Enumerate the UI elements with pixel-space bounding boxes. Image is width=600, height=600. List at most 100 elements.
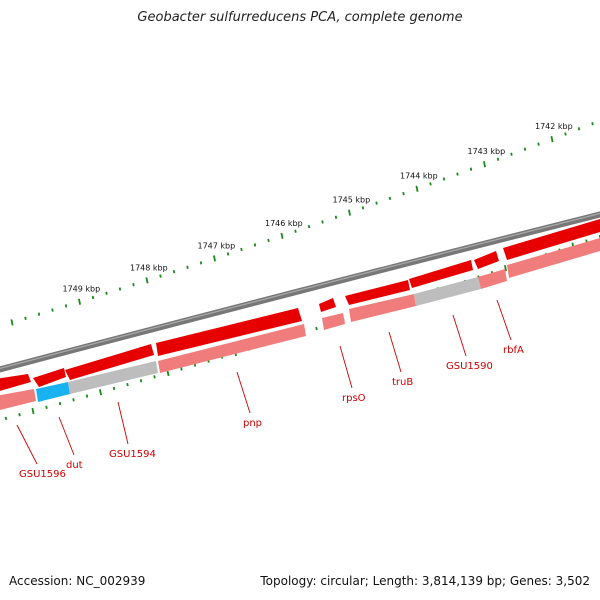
ruler-major-tick xyxy=(550,135,554,143)
ruler-major-tick xyxy=(213,255,216,262)
ruler-labels: 1742 kbp 1743 kbp 1744 kbp 1745 kbp 1746 kbp… xyxy=(63,122,573,294)
cds-forward xyxy=(345,280,410,305)
ruler-major-tick xyxy=(78,298,81,305)
ruler-minor-tick xyxy=(18,413,21,417)
ruler-minor-tick xyxy=(537,142,540,146)
cds-reverse xyxy=(349,294,416,322)
ruler-tick-label: 1742 kbp xyxy=(535,122,573,131)
ruler-minor-tick xyxy=(253,243,257,247)
ruler-minor-tick xyxy=(469,167,473,171)
ruler-minor-tick xyxy=(153,375,156,379)
ruler-minor-tick xyxy=(240,247,243,252)
ruler-minor-tick xyxy=(429,182,432,186)
ruler-minor-tick xyxy=(139,379,143,383)
cds-forward xyxy=(65,344,154,380)
ruler-minor-tick xyxy=(442,177,446,181)
ruler-minor-tick xyxy=(199,261,203,265)
grey-segment xyxy=(68,361,158,394)
topology-summary: Topology: circular; Length: 3,814,139 bp… xyxy=(260,574,590,588)
ruler-minor-tick xyxy=(132,283,135,287)
ruler-minor-tick xyxy=(51,308,54,312)
cds-forward xyxy=(409,260,473,288)
gene-label-rpso: rpsO xyxy=(342,393,366,404)
gene-label-gsu1594: GSU1594 xyxy=(109,449,156,460)
ruler-minor-tick xyxy=(105,291,108,295)
ruler-minor-tick xyxy=(577,127,581,131)
cds-forward xyxy=(156,308,302,356)
ruler-minor-tick xyxy=(456,172,459,176)
ruler-minor-tick xyxy=(267,238,270,243)
ruler-major-tick xyxy=(166,369,170,377)
ruler-minor-tick xyxy=(24,316,27,320)
ruler-major-tick xyxy=(145,277,149,284)
cds-forward xyxy=(474,251,499,269)
ruler-tick-label: 1747 kbp xyxy=(198,241,236,250)
cds-forward xyxy=(503,219,600,260)
ruler-minor-tick xyxy=(64,304,68,308)
gene-label-pnp: pnp xyxy=(243,418,262,429)
gene-label-rbfa: rbfA xyxy=(503,345,524,356)
gene-label-dut: dut xyxy=(66,460,83,471)
ruler-tick-label: 1746 kbp xyxy=(265,219,303,228)
forward-strand-cds xyxy=(0,219,600,391)
gene-label-trub: truB xyxy=(392,377,413,388)
cds-reverse xyxy=(478,269,507,289)
ruler-major-tick xyxy=(280,232,284,239)
cds-reverse xyxy=(158,324,306,373)
ruler-major-tick xyxy=(504,265,507,272)
grey-segment xyxy=(414,277,481,306)
accession-text: Accession: NC_002939 xyxy=(9,574,146,588)
ruler-major-tick xyxy=(483,161,486,168)
ruler-minor-tick xyxy=(172,270,176,274)
ruler-minor-tick xyxy=(510,152,513,156)
ruler-major-tick xyxy=(10,319,14,326)
cds-reverse xyxy=(507,238,600,278)
map-title: Geobacter sulfurreducens PCA, complete g… xyxy=(137,10,463,25)
ruler-minor-tick xyxy=(72,398,75,402)
ruler-minor-tick xyxy=(334,215,338,219)
ruler-major-tick xyxy=(31,407,35,415)
ruler-major-tick xyxy=(99,389,102,396)
cds-forward xyxy=(0,374,31,391)
ruler-minor-tick xyxy=(361,206,365,210)
gene-label-gsu1596: GSU1596 xyxy=(19,469,66,480)
ruler-minor-tick xyxy=(45,405,48,409)
ruler-minor-tick xyxy=(402,191,405,196)
ruler-tick-label: 1744 kbp xyxy=(400,172,438,181)
ruler-minor-tick xyxy=(58,401,62,406)
ruler-minor-tick xyxy=(564,132,567,136)
ruler-minor-tick xyxy=(112,386,116,391)
ruler-minor-tick xyxy=(37,312,41,316)
ruler-tick-label: 1745 kbp xyxy=(333,196,371,205)
ruler-minor-tick xyxy=(321,220,324,224)
ruler-major-tick xyxy=(415,185,419,192)
ruler-minor-tick xyxy=(126,382,129,387)
ruler-minor-tick xyxy=(4,416,8,421)
ruler-tick-label: 1743 kbp xyxy=(468,147,506,156)
ruler-minor-tick xyxy=(159,274,162,278)
genome-backbone xyxy=(0,211,600,373)
gene-label-gsu1590: GSU1590 xyxy=(446,361,493,372)
cds-forward xyxy=(319,298,336,312)
ruler-minor-tick xyxy=(315,326,318,331)
cds-forward xyxy=(33,368,66,387)
highlighted-cds xyxy=(36,382,70,402)
ruler-minor-tick xyxy=(523,147,527,151)
ruler-minor-tick xyxy=(496,157,500,161)
ruler-minor-tick xyxy=(186,265,189,269)
ruler-minor-tick xyxy=(294,229,297,233)
ruler-minor-tick xyxy=(375,201,378,205)
ruler-minor-tick xyxy=(388,196,392,201)
cds-reverse xyxy=(322,313,345,330)
ruler-minor-tick xyxy=(307,224,311,229)
ruler-major-tick xyxy=(348,209,351,216)
gene-labels: GSU1596 dut GSU1594 pnp rpsO truB GSU159… xyxy=(19,345,524,480)
ruler-minor-tick xyxy=(91,295,95,300)
outer-ruler xyxy=(10,122,594,326)
ruler-minor-tick xyxy=(118,287,122,291)
ruler-minor-tick xyxy=(226,252,230,256)
cds-reverse xyxy=(0,389,36,410)
ruler-tick-label: 1749 kbp xyxy=(63,285,101,294)
ruler-minor-tick xyxy=(85,394,89,398)
